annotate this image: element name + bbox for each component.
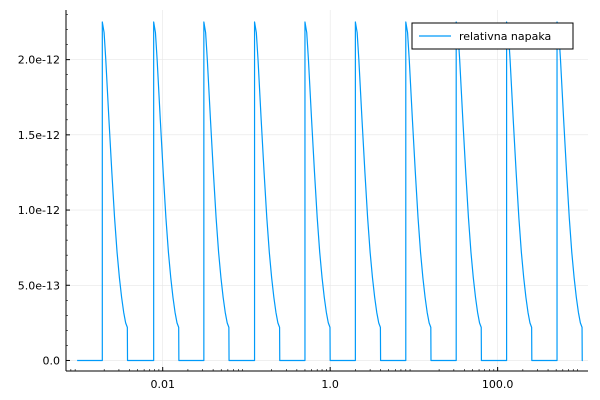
- axes: [65, 10, 588, 372]
- y-tick-label: 2.0e-12: [18, 54, 60, 67]
- series-line-relativna-napaka: [77, 21, 583, 362]
- series: [77, 21, 583, 362]
- x-tick-label: 0.01: [150, 378, 175, 391]
- legend: relativna napaka: [411, 22, 574, 50]
- legend-label: relativna napaka: [459, 30, 551, 43]
- y-tick-label: 0.0: [43, 354, 61, 367]
- y-tick-label: 1.0e-12: [18, 204, 60, 217]
- ticks: 0.0 5.0e-13 1.0e-12 1.5e-12 2.0e-12 0.01 1.0 10…: [18, 14, 578, 391]
- x-tick-label: 100.0: [482, 378, 514, 391]
- grid: [66, 10, 588, 371]
- x-tick-label: 1.0: [321, 378, 339, 391]
- y-tick-label: 1.5e-12: [18, 129, 60, 142]
- y-tick-label: 5.0e-13: [18, 279, 60, 292]
